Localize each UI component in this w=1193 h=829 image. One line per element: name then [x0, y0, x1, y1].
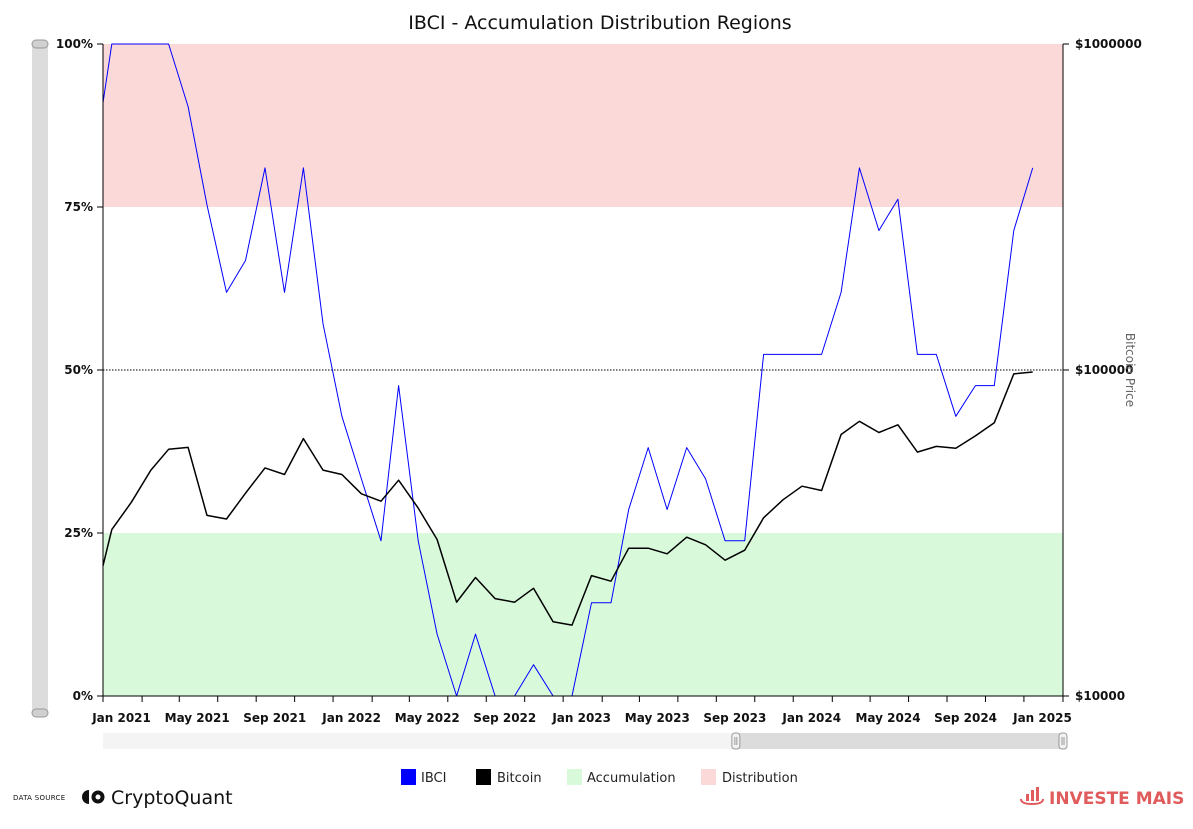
left-axis-tick-label: 50%: [64, 363, 93, 377]
navigator-selected-range[interactable]: [735, 733, 1063, 749]
region-accumulation: [103, 533, 1063, 696]
right-axis-tick-label: $1000000: [1075, 37, 1142, 51]
legend-item-bitcoin[interactable]: Bitcoin: [476, 769, 542, 786]
x-axis-tick-label: Jan 2023: [551, 711, 611, 725]
navigator-handle-grip: [1058, 732, 1068, 750]
x-axis-tick-label: Sep 2022: [473, 711, 536, 725]
publisher-logo-text: INVESTE MAIS: [1049, 789, 1184, 809]
right-axis-tick-label: $100000: [1075, 363, 1133, 377]
x-axis-tick-label: Jan 2025: [1012, 711, 1072, 725]
region-distribution: [103, 44, 1063, 207]
svg-text:IBCI: IBCI: [421, 771, 446, 786]
vertical-scroll-handle-top[interactable]: [31, 39, 49, 49]
x-axis-tick-label: May 2021: [165, 711, 230, 725]
x-axis-tick-label: Jan 2022: [321, 711, 381, 725]
left-axis-tick-label: 0%: [73, 689, 93, 703]
left-axis-tick-label: 100%: [56, 37, 93, 51]
navigator-handle-left[interactable]: [731, 732, 741, 750]
range-navigator[interactable]: [103, 732, 1068, 750]
x-axis-tick-label: Sep 2021: [243, 711, 306, 725]
navigator-handle-right[interactable]: [1058, 732, 1068, 750]
right-axis-tick-label: $10000: [1075, 689, 1125, 703]
chart-title: IBCI - Accumulation Distribution Regions: [408, 12, 791, 34]
svg-text:Accumulation: Accumulation: [587, 771, 676, 786]
data-source-brand: CryptoQuant: [111, 787, 233, 809]
x-axis-tick-label: May 2022: [395, 711, 460, 725]
x-axis-tick-label: May 2024: [855, 711, 920, 725]
legend: IBCI Bitcoin Accumulation Distribution: [401, 769, 798, 786]
cryptoquant-logo-icon: [82, 790, 105, 804]
x-axis-tick-label: May 2023: [625, 711, 690, 725]
x-axis-tick-label: Jan 2024: [781, 711, 841, 725]
vertical-scroll-handle-bottom[interactable]: [31, 708, 49, 718]
left-axis-tick-label: 25%: [64, 526, 93, 540]
data-source-label: DATA SOURCE: [13, 794, 65, 802]
svg-text:Bitcoin: Bitcoin: [497, 771, 542, 786]
legend-item-ibci[interactable]: IBCI: [401, 769, 446, 786]
x-axis-tick-label: Sep 2024: [934, 711, 997, 725]
series-line-bitcoin: [102, 371, 1033, 626]
vertical-scrollbar[interactable]: [31, 39, 49, 718]
x-axis-tick-label: Sep 2023: [703, 711, 766, 725]
investe-mais-logo-icon: [1020, 787, 1044, 805]
legend-item-accumulation[interactable]: Accumulation: [567, 769, 676, 786]
navigator-handle-grip: [731, 732, 741, 750]
x-axis-tick-label: Jan 2021: [91, 711, 151, 725]
left-axis-tick-label: 75%: [64, 200, 93, 214]
legend-item-distribution[interactable]: Distribution: [701, 769, 798, 786]
svg-text:Distribution: Distribution: [722, 771, 798, 786]
right-axis-label: Bitcoin Price: [1123, 333, 1137, 407]
